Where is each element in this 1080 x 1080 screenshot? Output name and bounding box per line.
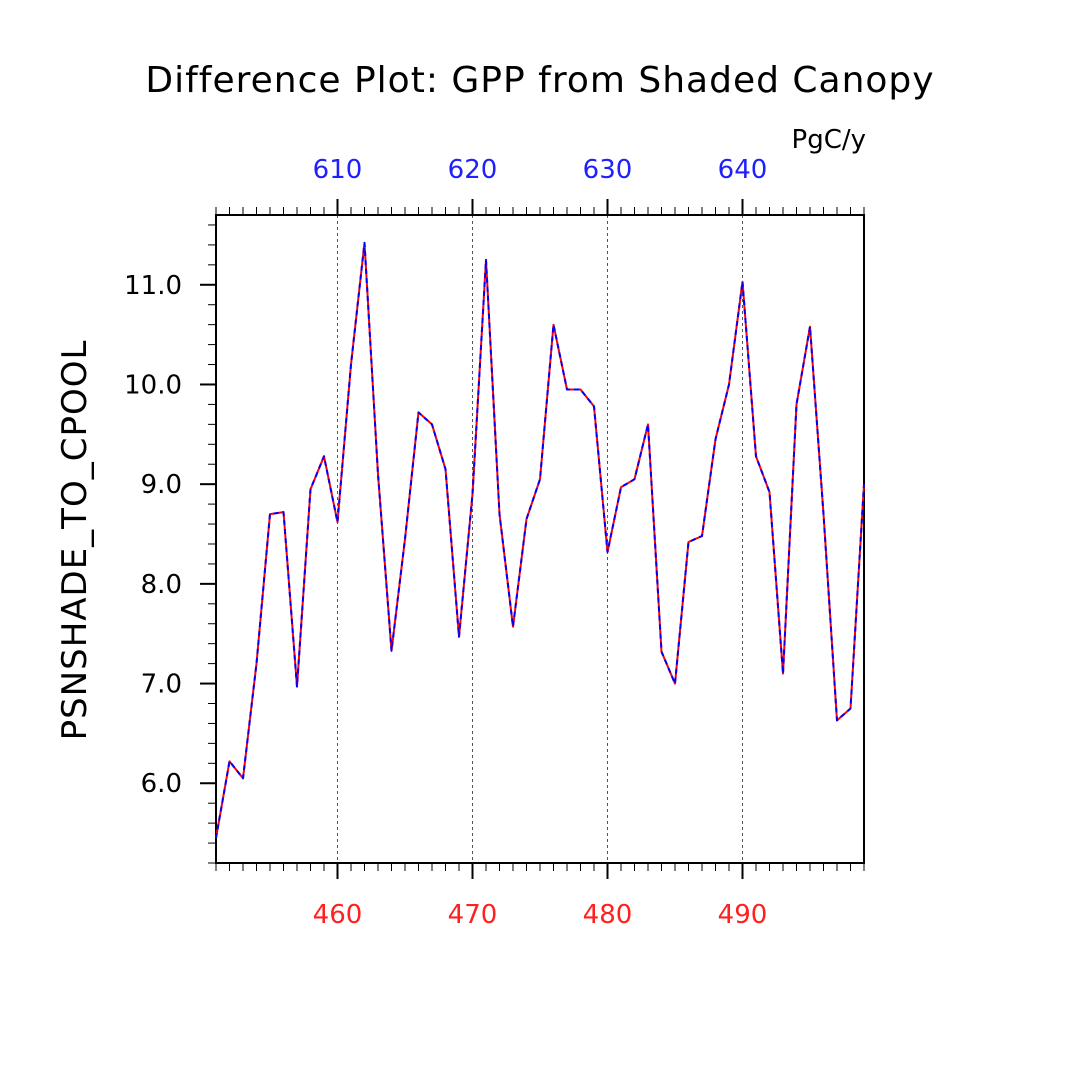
plot-frame bbox=[215, 214, 865, 864]
y-axis-label: PSNSHADE_TO_CPOOL bbox=[55, 340, 95, 741]
y-tick-label: 7.0 bbox=[141, 670, 182, 700]
y-tick-label: 11.0 bbox=[124, 271, 182, 301]
x-tick-label-top: 630 bbox=[583, 155, 633, 185]
series-line-1 bbox=[215, 241, 865, 839]
x-tick-label-bottom: 470 bbox=[448, 900, 498, 930]
series-lines bbox=[215, 241, 865, 839]
axis-ticks bbox=[200, 199, 865, 879]
series-line-2 bbox=[215, 241, 865, 839]
grid-lines bbox=[337, 215, 743, 863]
chart-title: Difference Plot: GPP from Shaded Canopy bbox=[145, 60, 934, 101]
y-tick-label: 8.0 bbox=[141, 570, 182, 600]
tick-labels: 6.0 7.0 8.0 9.0 10.0 11.0 460 470 480 490 610 620 63… bbox=[124, 155, 767, 930]
units-label: PgC/y bbox=[792, 125, 866, 155]
x-tick-label-top: 610 bbox=[313, 155, 363, 185]
y-tick-label: 6.0 bbox=[141, 769, 182, 799]
x-tick-label-bottom: 480 bbox=[583, 900, 633, 930]
x-tick-label-bottom: 490 bbox=[718, 900, 768, 930]
y-tick-label: 10.0 bbox=[124, 370, 182, 400]
x-tick-label-top: 640 bbox=[718, 155, 768, 185]
y-tick-label: 9.0 bbox=[141, 470, 182, 500]
x-tick-label-top: 620 bbox=[448, 155, 498, 185]
x-tick-label-bottom: 460 bbox=[313, 900, 363, 930]
